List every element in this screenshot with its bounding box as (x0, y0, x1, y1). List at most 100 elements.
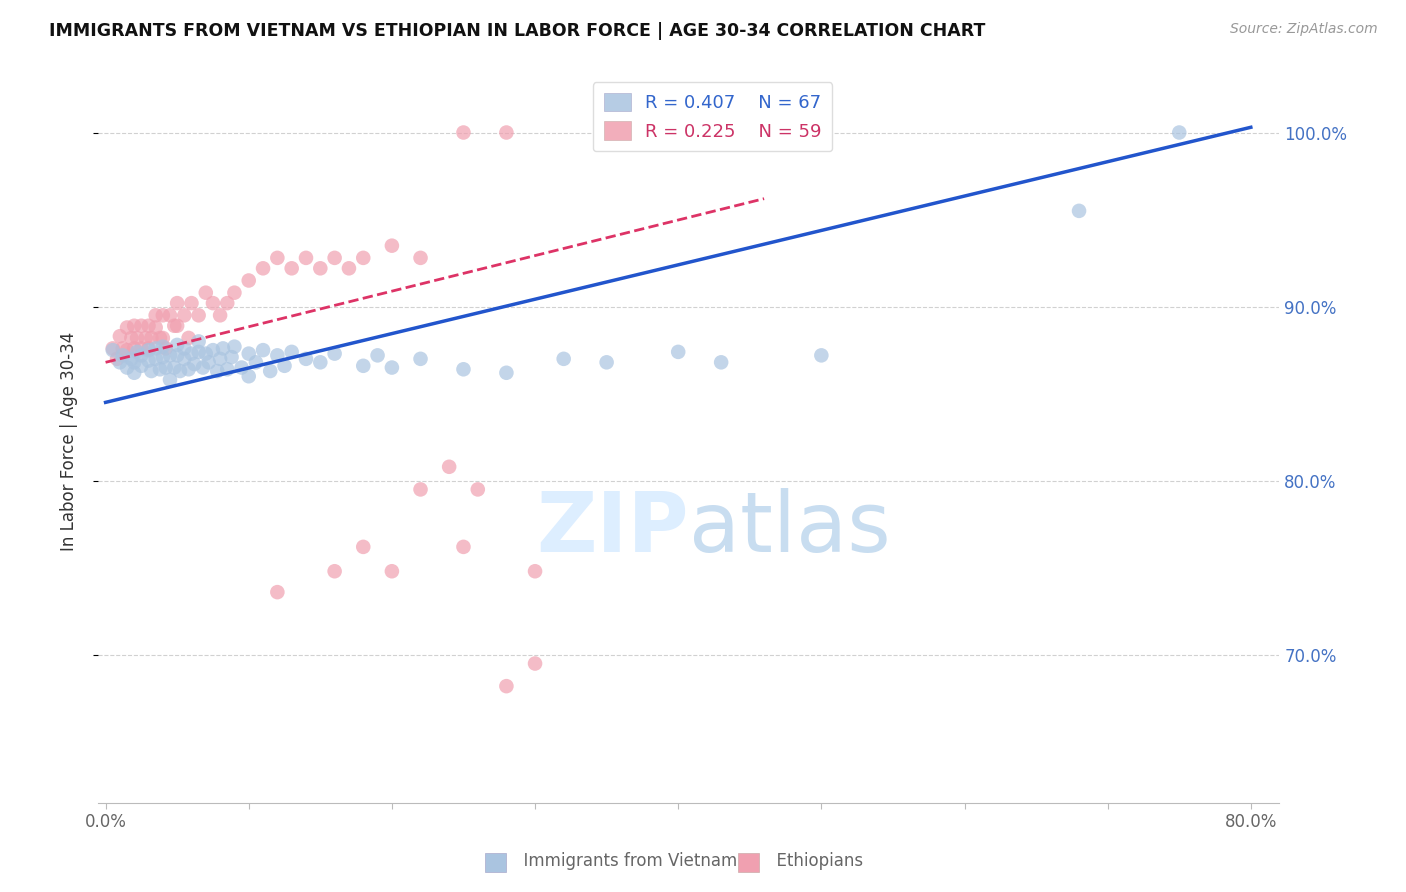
Point (131, 342, 153, 356)
Point (323, 251, 346, 265)
Point (138, 342, 160, 356)
Point (163, 318, 186, 333)
Point (122, 342, 145, 356)
Point (125, 344, 148, 359)
Text: Source: ZipAtlas.com: Source: ZipAtlas.com (1230, 22, 1378, 37)
Point (280, 344, 302, 359)
Point (108, 329, 131, 343)
Point (163, 360, 186, 375)
Point (145, 351, 167, 366)
Text: atlas: atlas (689, 488, 890, 569)
Point (191, 360, 214, 375)
Point (152, 308, 174, 322)
Point (437, 459, 460, 474)
Point (173, 308, 195, 322)
Point (252, 343, 274, 358)
Point (367, 348, 389, 362)
Point (495, 366, 517, 380)
Point (553, 351, 575, 366)
Point (238, 346, 260, 360)
Text: IMMIGRANTS FROM VIETNAM VS ETHIOPIAN IN LABOR FORCE | AGE 30-34 CORRELATION CHAR: IMMIGRANTS FROM VIETNAM VS ETHIOPIAN IN … (49, 22, 986, 40)
Point (217, 362, 239, 376)
Point (131, 348, 153, 362)
Point (266, 585, 288, 599)
Point (166, 318, 188, 333)
Point (266, 251, 288, 265)
Point (352, 359, 374, 373)
Point (201, 296, 224, 310)
Point (309, 261, 332, 276)
Point (810, 348, 832, 362)
Point (183, 357, 205, 371)
Point (149, 362, 172, 376)
Point (524, 564, 547, 578)
Point (217, 296, 239, 310)
Point (131, 359, 153, 373)
Point (238, 273, 260, 287)
Point (105, 351, 128, 366)
Point (159, 348, 181, 362)
Point (177, 331, 200, 345)
Point (122, 366, 145, 380)
Point (381, 360, 404, 375)
Point (1168, 126, 1191, 140)
Point (166, 338, 188, 352)
Point (221, 350, 243, 364)
Point (101, 342, 124, 356)
Point (1067, 203, 1090, 218)
Point (149, 331, 172, 345)
Point (323, 564, 346, 578)
Point (209, 351, 232, 366)
Point (135, 331, 157, 345)
Point (187, 308, 209, 322)
Point (524, 657, 547, 671)
Point (381, 238, 404, 252)
Point (141, 331, 163, 345)
Point (187, 344, 209, 359)
Point (409, 351, 432, 366)
Point (180, 346, 202, 360)
Point (138, 318, 160, 333)
Point (352, 540, 374, 554)
Y-axis label: In Labor Force | Age 30-34: In Labor Force | Age 30-34 (59, 332, 77, 551)
Legend: R = 0.407    N = 67, R = 0.225    N = 59: R = 0.407 N = 67, R = 0.225 N = 59 (593, 82, 832, 152)
Point (194, 346, 217, 360)
Point (409, 251, 432, 265)
Point (295, 351, 318, 366)
Point (166, 296, 188, 310)
Point (207, 364, 229, 378)
Point (131, 318, 153, 333)
Point (187, 334, 209, 349)
Point (495, 126, 517, 140)
Point (145, 342, 167, 356)
Point (273, 359, 295, 373)
Point (120, 331, 142, 345)
Point (212, 342, 235, 356)
Point (115, 320, 138, 334)
Point (295, 251, 318, 265)
Point (122, 355, 145, 369)
Point (252, 261, 274, 276)
Point (453, 126, 475, 140)
Point (467, 483, 489, 497)
Point (155, 360, 177, 375)
Point (138, 353, 160, 368)
Point (125, 331, 148, 345)
Point (145, 320, 167, 334)
Point (141, 364, 163, 378)
Point (266, 348, 288, 362)
Point (409, 483, 432, 497)
Point (201, 343, 224, 358)
Point (173, 342, 195, 356)
Point (169, 364, 191, 378)
Point (159, 308, 181, 322)
Point (309, 355, 332, 369)
Point (197, 355, 219, 369)
Text: ZIP: ZIP (537, 488, 689, 569)
Point (101, 343, 124, 358)
Point (337, 261, 360, 276)
Point (152, 340, 174, 354)
Point (453, 540, 475, 554)
Point (111, 348, 134, 362)
Point (177, 362, 200, 376)
